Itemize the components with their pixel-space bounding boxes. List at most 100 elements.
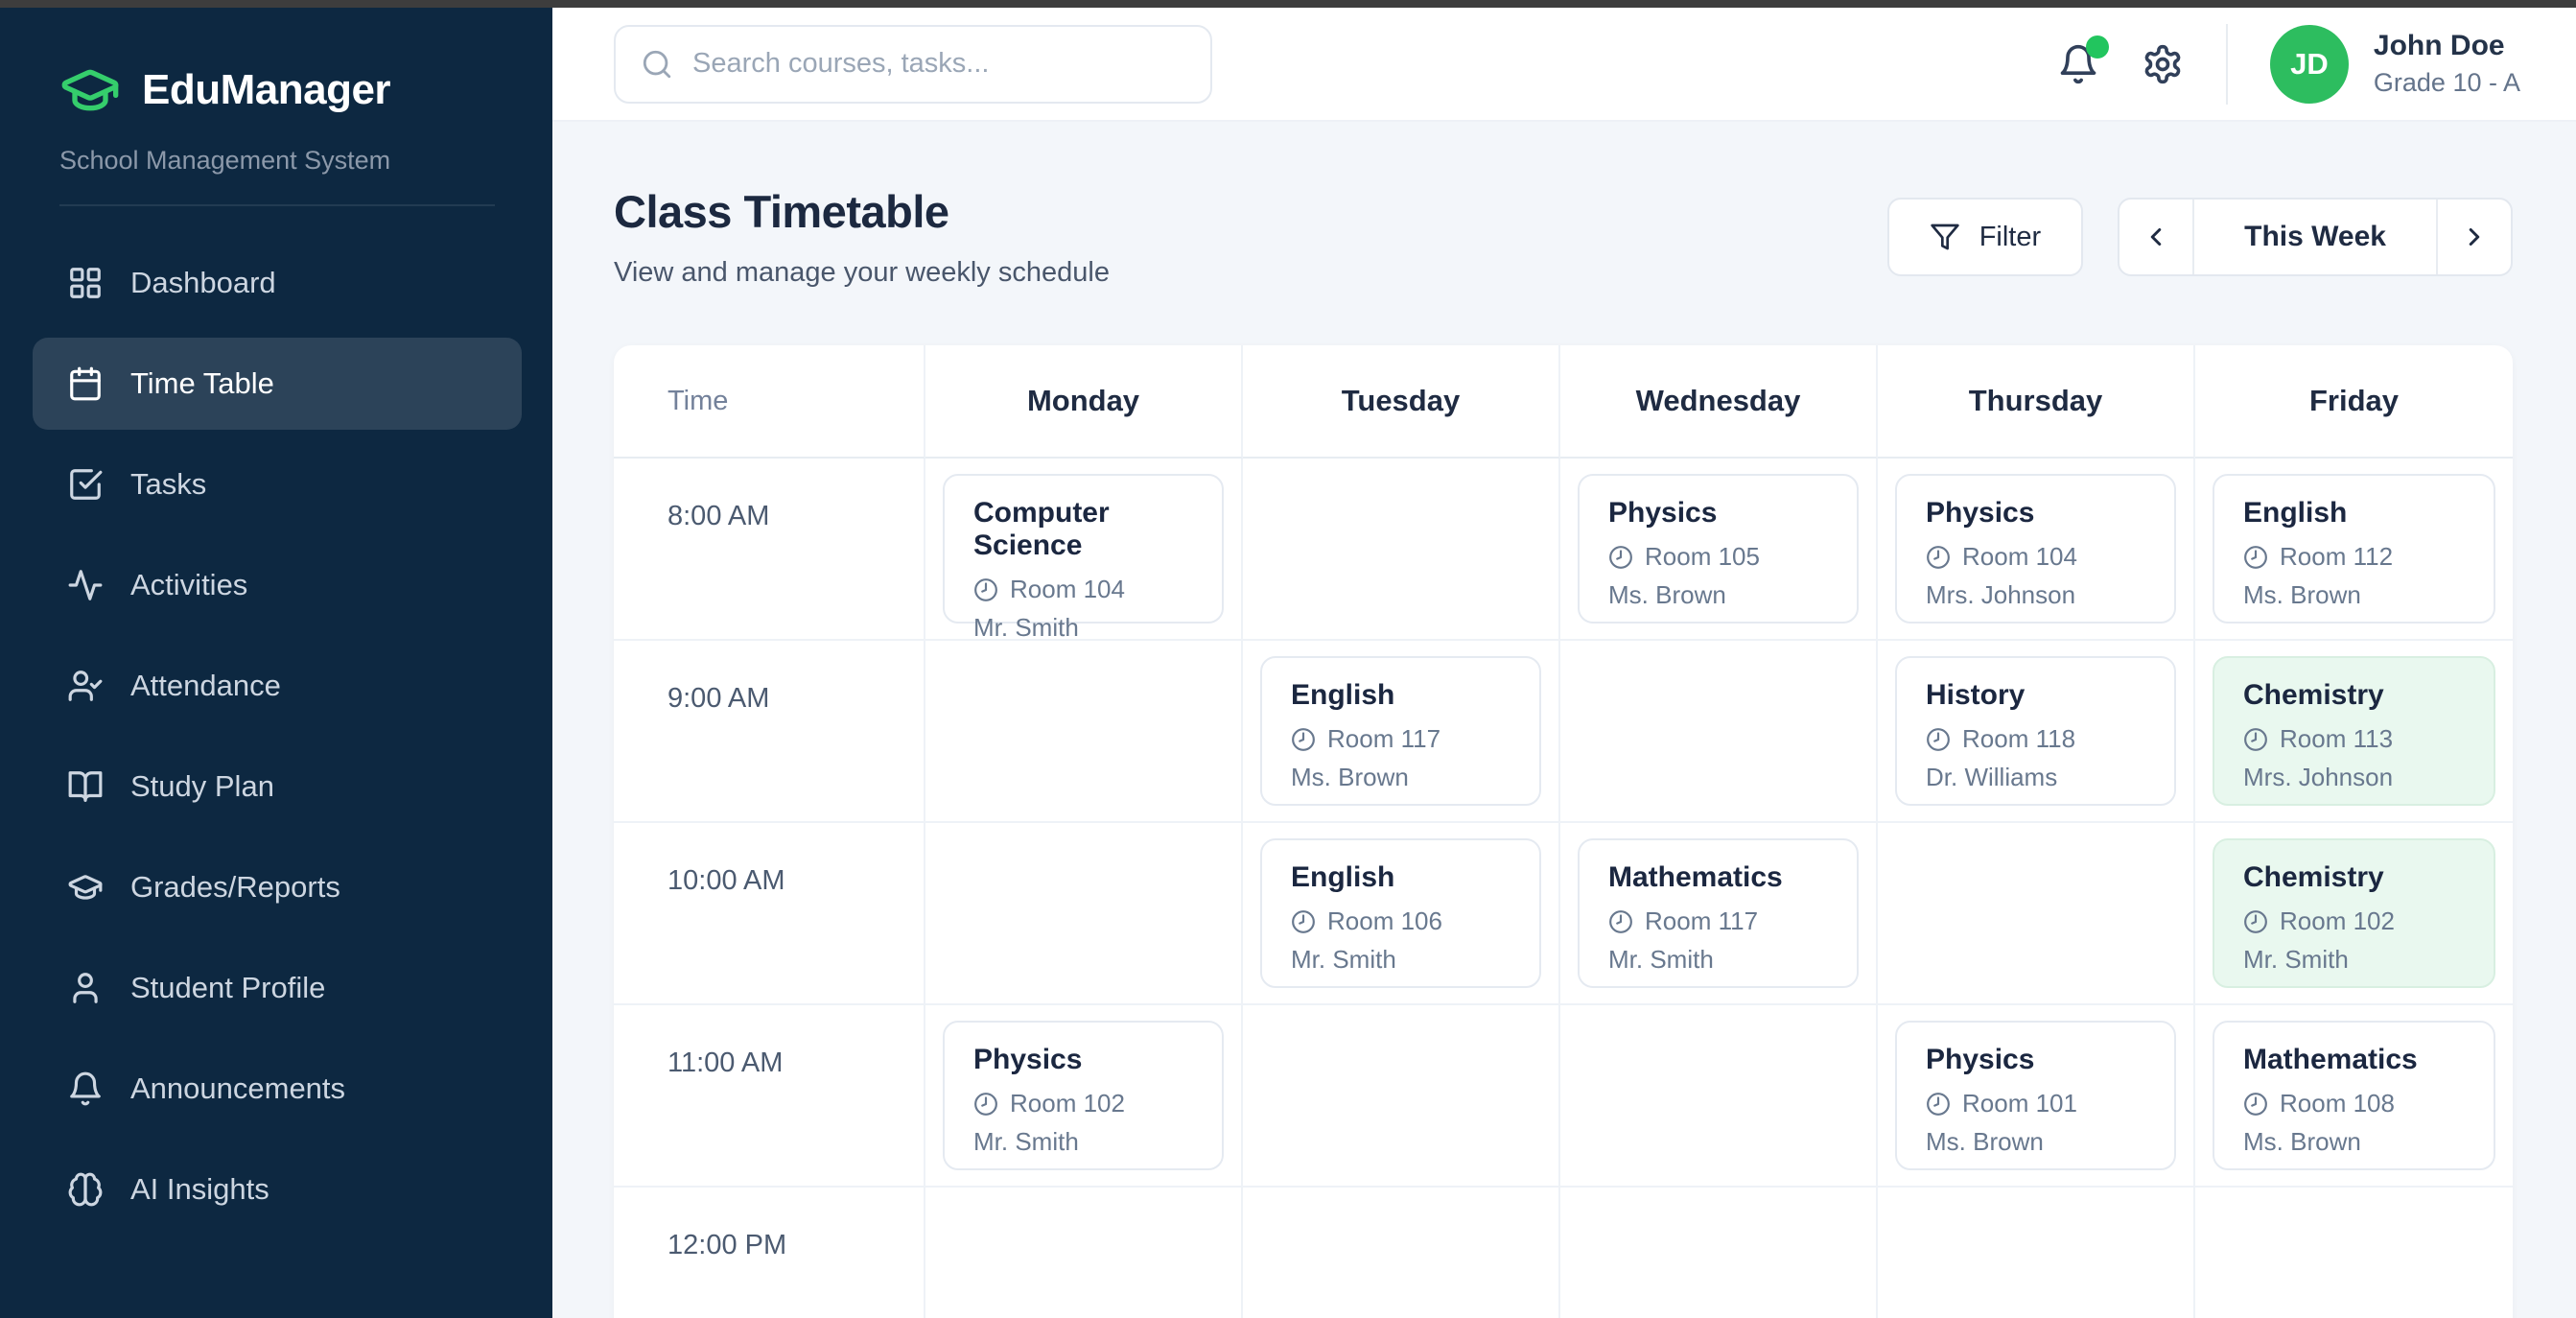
- sidebar-item-label: Grades/Reports: [130, 870, 340, 904]
- timetable-header-row: Time Monday Tuesday Wednesday Thursday Friday: [614, 345, 2513, 459]
- class-teacher: Ms. Brown: [1926, 1127, 2044, 1156]
- clock-icon: [2243, 545, 2268, 570]
- settings-button[interactable]: [2142, 43, 2184, 85]
- timetable-cell-empty: [1243, 1188, 1560, 1318]
- class-subject: Computer Science: [973, 497, 1110, 561]
- class-subject: Mathematics: [1608, 861, 1783, 893]
- sidebar: EduManager School Management System Dash…: [0, 8, 552, 1318]
- class-card-chemistry[interactable]: Chemistry Room 102 Mr. Smith: [2213, 838, 2495, 988]
- class-card-mathematics[interactable]: Mathematics Room 117 Mr. Smith: [1578, 838, 1859, 988]
- class-card-mathematics[interactable]: Mathematics Room 108 Ms. Brown: [2213, 1021, 2495, 1170]
- user-menu[interactable]: JD John Doe Grade 10 - A: [2269, 24, 2520, 104]
- class-card-physics[interactable]: Physics Room 105 Ms. Brown: [1578, 474, 1859, 624]
- class-card-computer-science[interactable]: Computer Science Room 104 Mr. Smith: [943, 474, 1224, 642]
- clock-icon: [973, 1092, 998, 1117]
- sidebar-item-tasks[interactable]: Tasks: [33, 438, 522, 530]
- class-room-label: Room 104: [1962, 542, 2077, 571]
- class-card-chemistry[interactable]: Chemistry Room 113 Mrs. Johnson: [2213, 656, 2495, 806]
- sidebar-item-announcements[interactable]: Announcements: [33, 1043, 522, 1135]
- class-room-label: Room 102: [2280, 906, 2395, 935]
- filter-funnel-icon: [1930, 222, 1960, 252]
- sidebar-item-attendance[interactable]: Attendance: [33, 640, 522, 732]
- sidebar-nav: Dashboard Time Table Tasks Activities Attend…: [0, 206, 552, 1236]
- calendar-icon: [67, 365, 104, 402]
- clock-icon: [973, 577, 998, 602]
- class-subject: English: [2243, 497, 2348, 529]
- sidebar-divider: [59, 204, 495, 206]
- time-label: 8:00 AM: [614, 459, 925, 641]
- sidebar-item-label: Attendance: [130, 669, 281, 702]
- sidebar-item-student-profile[interactable]: Student Profile: [33, 942, 522, 1034]
- column-header-thursday: Thursday: [1878, 345, 2195, 459]
- timetable-cell-empty: [925, 641, 1243, 823]
- timetable-cell-empty: [1560, 1188, 1878, 1318]
- clock-icon: [1291, 727, 1316, 752]
- sidebar-item-dashboard[interactable]: Dashboard: [33, 237, 522, 329]
- next-week-button[interactable]: [2438, 200, 2511, 274]
- timetable-cell: Chemistry Room 102 Mr. Smith: [2195, 823, 2513, 1005]
- clock-icon: [1608, 545, 1633, 570]
- sidebar-item-study-plan[interactable]: Study Plan: [33, 741, 522, 833]
- sidebar-item-label: Time Table: [130, 366, 274, 400]
- class-card-english[interactable]: English Room 112 Ms. Brown: [2213, 474, 2495, 624]
- week-label: This Week: [2244, 221, 2386, 252]
- class-teacher: Mr. Smith: [973, 1127, 1079, 1156]
- column-header-tuesday: Tuesday: [1243, 345, 1560, 459]
- class-room-label: Room 102: [1010, 1089, 1125, 1118]
- class-teacher: Mrs. Johnson: [1926, 580, 2076, 609]
- class-subject: Mathematics: [2243, 1044, 2418, 1075]
- class-room-label: Room 105: [1645, 542, 1760, 571]
- brand: EduManager School Management System: [0, 8, 552, 206]
- timetable-row-11-00-am: 11:00 AM Physics Room 102 Mr. Smith Physics R…: [614, 1005, 2513, 1188]
- class-room-label: Room 106: [1327, 906, 1442, 935]
- timetable-cell: English Room 117 Ms. Brown: [1243, 641, 1560, 823]
- gear-icon: [2142, 43, 2184, 85]
- clock-icon: [2243, 909, 2268, 934]
- class-room-label: Room 101: [1962, 1089, 2077, 1118]
- check-square-icon: [67, 466, 104, 503]
- timetable-cell: English Room 112 Ms. Brown: [2195, 459, 2513, 641]
- filter-button-label: Filter: [1979, 221, 2042, 252]
- bell-icon: [67, 1071, 104, 1107]
- timetable-cell: Physics Room 101 Ms. Brown: [1878, 1005, 2195, 1188]
- previous-week-button[interactable]: [2119, 200, 2192, 274]
- window-top-edge: [0, 0, 2576, 8]
- sidebar-item-activities[interactable]: Activities: [33, 539, 522, 631]
- column-header-monday: Monday: [925, 345, 1243, 459]
- week-navigator: This Week: [2118, 198, 2513, 276]
- class-card-physics[interactable]: Physics Room 102 Mr. Smith: [943, 1021, 1224, 1170]
- sidebar-item-time-table[interactable]: Time Table: [33, 338, 522, 430]
- class-card-physics[interactable]: Physics Room 104 Mrs. Johnson: [1895, 474, 2176, 624]
- class-subject: Physics: [973, 1044, 1083, 1075]
- sidebar-item-grades-reports[interactable]: Grades/Reports: [33, 841, 522, 933]
- topbar: JD John Doe Grade 10 - A: [552, 8, 2576, 122]
- graduation-cap-icon: [59, 59, 121, 121]
- timetable-cell: Physics Room 105 Ms. Brown: [1560, 459, 1878, 641]
- search-input[interactable]: [692, 48, 1185, 80]
- class-card-history[interactable]: History Room 118 Dr. Williams: [1895, 656, 2176, 806]
- clock-icon: [1291, 909, 1316, 934]
- clock-icon: [2243, 1092, 2268, 1117]
- class-subject: History: [1926, 679, 2026, 711]
- page-title: Class Timetable: [614, 186, 949, 237]
- class-subject: Physics: [1608, 497, 1718, 529]
- activity-icon: [67, 567, 104, 603]
- bell-icon: [2057, 43, 2099, 85]
- timetable-row-10-00-am: 10:00 AM English Room 106 Mr. Smith Mathemat…: [614, 823, 2513, 1005]
- sidebar-item-label: Dashboard: [130, 266, 276, 299]
- graduation-cap-icon: [67, 869, 104, 906]
- time-label: 9:00 AM: [614, 641, 925, 823]
- class-card-english[interactable]: English Room 117 Ms. Brown: [1260, 656, 1541, 806]
- class-card-physics[interactable]: Physics Room 101 Ms. Brown: [1895, 1021, 2176, 1170]
- class-teacher: Mrs. Johnson: [2243, 763, 2394, 791]
- clock-icon: [1608, 909, 1633, 934]
- class-card-english[interactable]: English Room 106 Mr. Smith: [1260, 838, 1541, 988]
- timetable-cell-empty: [1878, 823, 2195, 1005]
- class-teacher: Ms. Brown: [2243, 1127, 2361, 1156]
- dashboard-icon: [67, 265, 104, 301]
- class-teacher: Mr. Smith: [1291, 945, 1396, 974]
- class-room-label: Room 113: [2280, 724, 2394, 753]
- filter-button[interactable]: Filter: [1886, 198, 2084, 276]
- sidebar-item-ai-insights[interactable]: AI Insights: [33, 1143, 522, 1236]
- notifications-button[interactable]: [2057, 35, 2109, 85]
